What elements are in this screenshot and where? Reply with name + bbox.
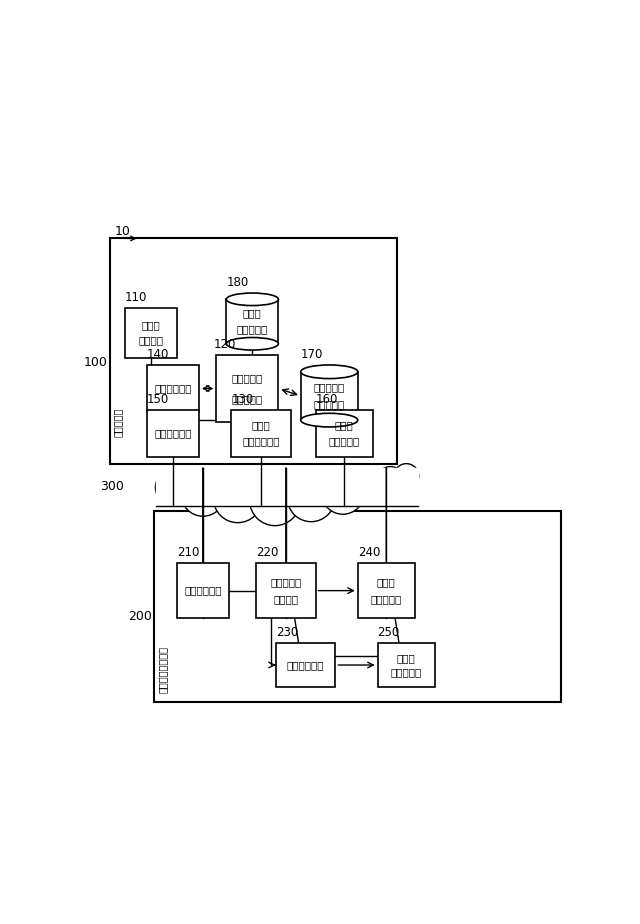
Text: 120: 120 <box>214 338 236 351</box>
Text: サーバ装置: サーバ装置 <box>113 407 123 437</box>
Bar <box>227 299 278 344</box>
Circle shape <box>350 469 387 505</box>
Text: 300: 300 <box>100 480 124 493</box>
Circle shape <box>213 474 262 523</box>
Text: トレイ受信部: トレイ受信部 <box>184 586 221 596</box>
Text: 250: 250 <box>378 626 400 638</box>
Text: 受信部: 受信部 <box>377 577 396 587</box>
Ellipse shape <box>227 293 278 306</box>
Bar <box>147 365 199 412</box>
Bar <box>156 468 419 506</box>
Text: 付け保持部: 付け保持部 <box>314 383 345 393</box>
Bar <box>276 643 335 687</box>
Bar <box>231 409 291 456</box>
Text: 文書データ: 文書データ <box>328 436 360 445</box>
Ellipse shape <box>301 413 358 427</box>
Bar <box>301 371 358 420</box>
Text: 10: 10 <box>115 225 131 237</box>
Text: 付け管理部: 付け管理部 <box>232 372 263 383</box>
Ellipse shape <box>227 337 278 350</box>
Text: 通知受信部: 通知受信部 <box>270 577 301 587</box>
Bar <box>177 564 229 618</box>
Bar <box>147 409 199 456</box>
Text: 230: 230 <box>276 626 298 638</box>
Text: トレイ処理部: トレイ処理部 <box>287 660 324 670</box>
Text: 送信部: 送信部 <box>335 420 353 431</box>
Text: 140: 140 <box>147 348 170 361</box>
Text: 240: 240 <box>358 546 380 559</box>
Text: 文書提供: 文書提供 <box>138 335 163 346</box>
Text: トレイ関連: トレイ関連 <box>314 399 345 409</box>
Text: 160: 160 <box>316 393 338 406</box>
Text: 110: 110 <box>125 291 147 304</box>
Text: 220: 220 <box>256 546 278 559</box>
Circle shape <box>287 474 335 522</box>
Text: 170: 170 <box>301 348 323 361</box>
Circle shape <box>394 464 419 489</box>
Text: 文書提供通知: 文書提供通知 <box>243 436 280 445</box>
Text: トレイ関連: トレイ関連 <box>232 395 263 404</box>
Text: トレイ送信部: トレイ送信部 <box>154 428 192 438</box>
Text: 保持部: 保持部 <box>243 309 262 319</box>
Bar <box>358 564 415 618</box>
Ellipse shape <box>301 365 358 379</box>
Text: トレイ作成部: トレイ作成部 <box>154 383 192 394</box>
Text: 180: 180 <box>227 276 248 289</box>
Bar <box>154 511 561 702</box>
Text: 文書データ: 文書データ <box>237 324 268 334</box>
Bar <box>110 238 397 464</box>
Text: 文書データ: 文書データ <box>371 594 402 604</box>
Text: 文書データ: 文書データ <box>390 667 422 677</box>
Bar <box>378 643 435 687</box>
Text: 200: 200 <box>128 610 152 623</box>
Text: 100: 100 <box>83 356 108 369</box>
Bar <box>125 308 177 358</box>
Text: 150: 150 <box>147 393 169 406</box>
Bar <box>216 355 278 422</box>
Circle shape <box>250 475 300 526</box>
Circle shape <box>321 471 364 515</box>
Text: 文書提供: 文書提供 <box>273 594 298 604</box>
Text: クライアント装置: クライアント装置 <box>157 646 168 693</box>
Bar <box>256 564 316 618</box>
Text: 出力部: 出力部 <box>397 653 415 663</box>
Circle shape <box>156 468 193 506</box>
Text: 設定部: 設定部 <box>141 320 160 330</box>
Bar <box>316 409 372 456</box>
Text: 送信部: 送信部 <box>252 420 271 431</box>
Text: 210: 210 <box>177 546 199 559</box>
Circle shape <box>376 467 405 496</box>
Circle shape <box>181 472 225 517</box>
Text: 130: 130 <box>231 393 253 406</box>
